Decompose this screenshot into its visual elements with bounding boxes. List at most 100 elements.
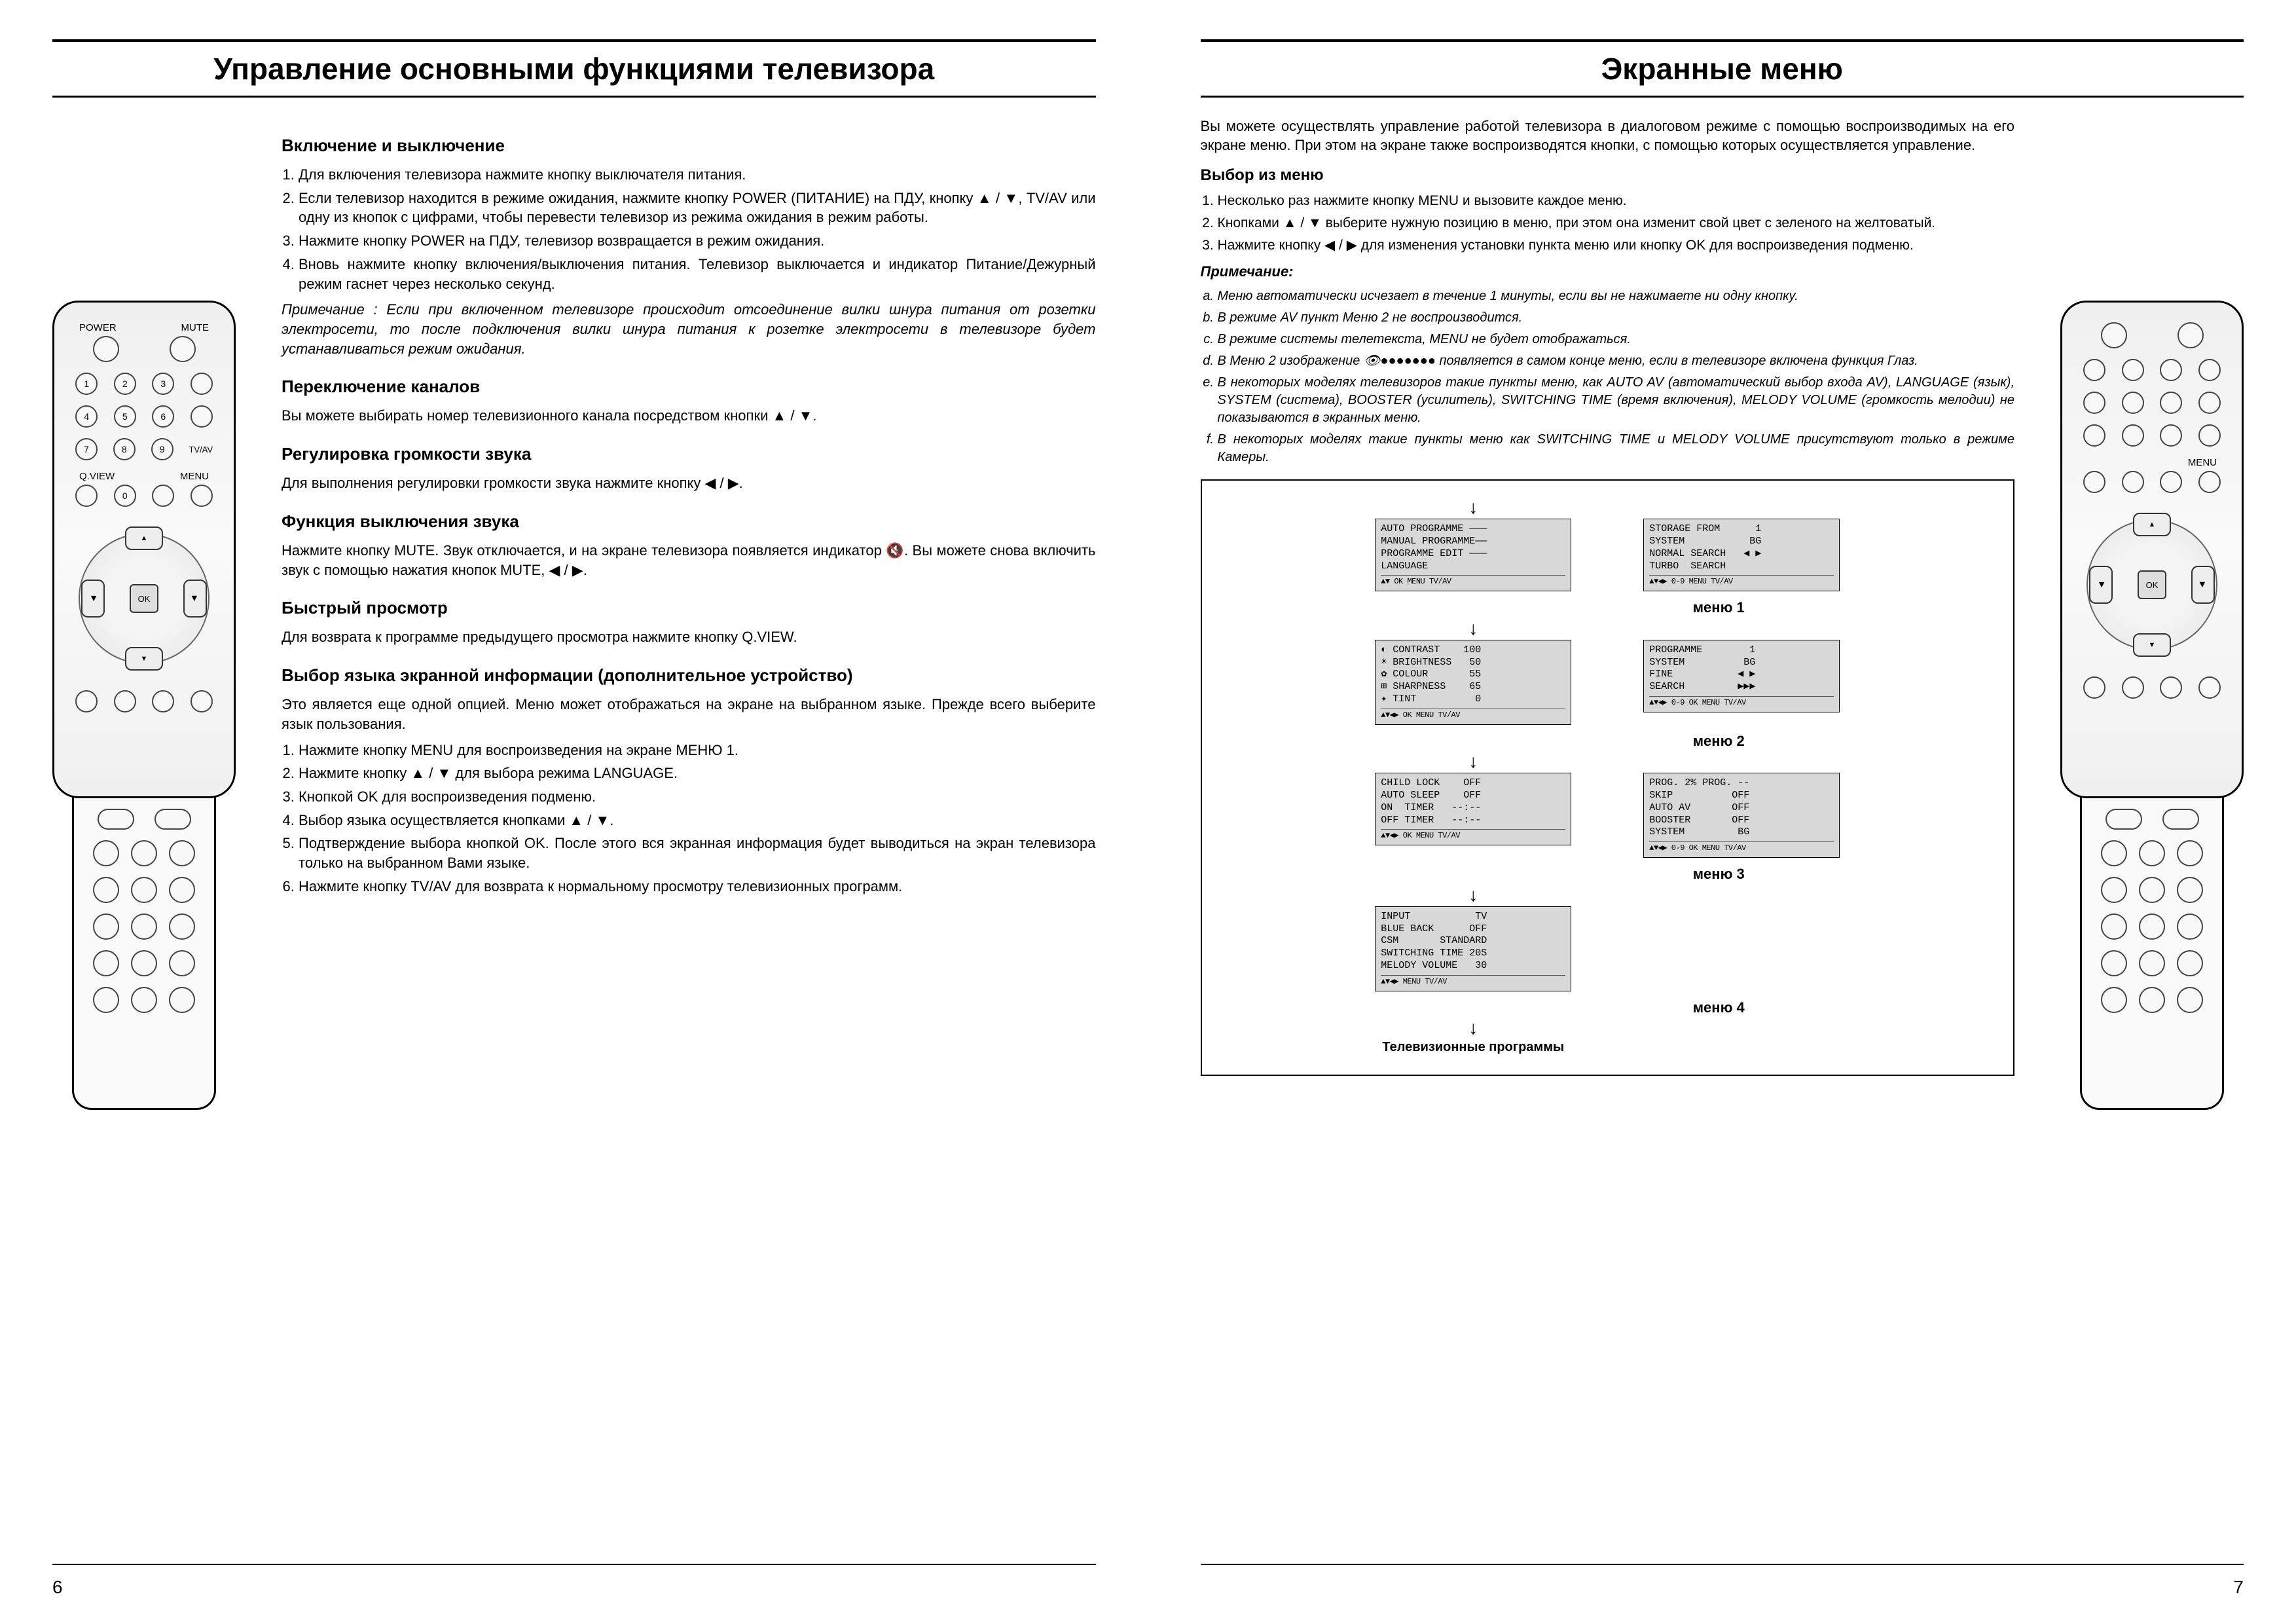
lb-4[interactable] xyxy=(93,877,119,903)
vol-down-button[interactable]: ◀ xyxy=(2089,566,2113,604)
digit-7[interactable] xyxy=(2083,424,2105,447)
aux-1[interactable] xyxy=(75,690,98,712)
aux-2[interactable] xyxy=(2122,676,2144,699)
aux-2[interactable] xyxy=(114,690,136,712)
arrow-icon: ↓ xyxy=(1215,500,2001,519)
lb-4[interactable] xyxy=(2101,877,2127,903)
menu1-left-box: AUTO PROGRAMME ———MANUAL PROGRAMME——PROG… xyxy=(1375,519,1571,591)
digit-9[interactable]: 9 xyxy=(151,438,173,460)
lb-3[interactable] xyxy=(2177,840,2203,866)
color-btn[interactable] xyxy=(2198,359,2221,381)
digit-9[interactable] xyxy=(2160,424,2182,447)
mute-button[interactable] xyxy=(170,336,196,362)
qview-button[interactable] xyxy=(2083,471,2105,493)
digit-6[interactable]: 6 xyxy=(152,405,174,428)
lb-7[interactable] xyxy=(2101,913,2127,940)
menu-button[interactable] xyxy=(191,485,213,507)
digit-1[interactable]: 1 xyxy=(75,373,98,395)
lb-15[interactable] xyxy=(2177,987,2203,1013)
digit-0[interactable]: 0 xyxy=(114,485,136,507)
menu-button[interactable] xyxy=(2198,471,2221,493)
note-item: В режиме системы телетекста, MENU не буд… xyxy=(1218,331,2015,348)
digit-1[interactable] xyxy=(2083,359,2105,381)
vol-up-button[interactable]: ▶ xyxy=(183,580,207,618)
digit-4[interactable]: 4 xyxy=(75,405,98,428)
lb-2[interactable] xyxy=(2139,840,2165,866)
lb-12[interactable] xyxy=(2177,950,2203,976)
digit-6[interactable] xyxy=(2160,392,2182,414)
qview-button[interactable] xyxy=(75,485,98,507)
ok-button[interactable]: OK xyxy=(2138,570,2166,599)
aux-4[interactable] xyxy=(2198,676,2221,699)
aux-3[interactable] xyxy=(2160,676,2182,699)
aux-3[interactable] xyxy=(152,690,174,712)
digit-7[interactable]: 7 xyxy=(75,438,98,460)
digit-3[interactable]: 3 xyxy=(152,373,174,395)
power-button[interactable] xyxy=(93,336,119,362)
aux-1[interactable] xyxy=(2083,676,2105,699)
pr-down-button[interactable]: ▼ xyxy=(125,647,163,671)
lb-9[interactable] xyxy=(2177,913,2203,940)
lb-8[interactable] xyxy=(2139,913,2165,940)
s6-item: Кнопкой OK для воспроизведения подменю. xyxy=(299,787,1096,807)
lb-10[interactable] xyxy=(93,950,119,976)
menu3-right-box: PROG. 2% PROG. --SKIP OFFAUTO AV OFFBOOS… xyxy=(1643,773,1840,858)
tvav-label: TV/AV xyxy=(189,445,213,454)
tvav-button[interactable] xyxy=(152,485,174,507)
color-btn[interactable] xyxy=(191,373,213,395)
lb-15[interactable] xyxy=(169,987,195,1013)
lb-3[interactable] xyxy=(169,840,195,866)
pr-up-button[interactable]: ▲ xyxy=(125,526,163,550)
s6-item: Нажмите кнопку MENU для воспроизведения … xyxy=(299,741,1096,760)
lower-oval-2[interactable] xyxy=(2162,809,2199,830)
lb-6[interactable] xyxy=(169,877,195,903)
lb-14[interactable] xyxy=(2139,987,2165,1013)
vol-up-button[interactable]: ▶ xyxy=(2191,566,2215,604)
pr-up-button[interactable]: ▲ xyxy=(2133,513,2171,536)
page-7: Экранные меню Вы можете осуществлять упр… xyxy=(1148,0,2296,1624)
aux-4[interactable] xyxy=(191,690,213,712)
s1-item: Если телевизор находится в режиме ожидан… xyxy=(299,189,1096,227)
lb-1[interactable] xyxy=(2101,840,2127,866)
lower-oval-1[interactable] xyxy=(2105,809,2142,830)
lb-1[interactable] xyxy=(93,840,119,866)
vol-down-button[interactable]: ◀ xyxy=(81,580,105,618)
lb-14[interactable] xyxy=(131,987,157,1013)
dpad-r: ▲ ▼ ◀ ▶ OK xyxy=(2082,513,2222,657)
lb-5[interactable] xyxy=(2139,877,2165,903)
digit-8[interactable] xyxy=(2122,424,2144,447)
digit-5[interactable] xyxy=(2122,392,2144,414)
mute-button[interactable] xyxy=(2178,322,2204,348)
lb-6[interactable] xyxy=(2177,877,2203,903)
digit-4[interactable] xyxy=(2083,392,2105,414)
digit-8[interactable]: 8 xyxy=(113,438,136,460)
digit-2[interactable]: 2 xyxy=(114,373,136,395)
lb-10[interactable] xyxy=(2101,950,2127,976)
lb-11[interactable] xyxy=(131,950,157,976)
lb-11[interactable] xyxy=(2139,950,2165,976)
lb-13[interactable] xyxy=(2101,987,2127,1013)
tvav-button[interactable] xyxy=(2198,424,2221,447)
lower-oval-1[interactable] xyxy=(98,809,134,830)
s1-item: Нажмите кнопку POWER на ПДУ, телевизор в… xyxy=(299,231,1096,251)
digit-3[interactable] xyxy=(2160,359,2182,381)
remote-upper: POWERMUTE 123 456 789TV/AV Q.VIEWMENU 0 … xyxy=(52,301,236,798)
lb-13[interactable] xyxy=(93,987,119,1013)
aux[interactable] xyxy=(2160,471,2182,493)
page-body-left: POWERMUTE 123 456 789TV/AV Q.VIEWMENU 0 … xyxy=(52,117,1096,1564)
lower-oval-2[interactable] xyxy=(155,809,191,830)
power-button[interactable] xyxy=(2101,322,2127,348)
lb-8[interactable] xyxy=(131,913,157,940)
lb-9[interactable] xyxy=(169,913,195,940)
lb-5[interactable] xyxy=(131,877,157,903)
lb-2[interactable] xyxy=(131,840,157,866)
digit-2[interactable] xyxy=(2122,359,2144,381)
ok-button[interactable]: OK xyxy=(130,584,158,613)
color-btn-2[interactable] xyxy=(191,405,213,428)
lb-7[interactable] xyxy=(93,913,119,940)
digit-0[interactable] xyxy=(2122,471,2144,493)
pr-down-button[interactable]: ▼ xyxy=(2133,633,2171,657)
lb-12[interactable] xyxy=(169,950,195,976)
digit-5[interactable]: 5 xyxy=(114,405,136,428)
color-btn-2[interactable] xyxy=(2198,392,2221,414)
